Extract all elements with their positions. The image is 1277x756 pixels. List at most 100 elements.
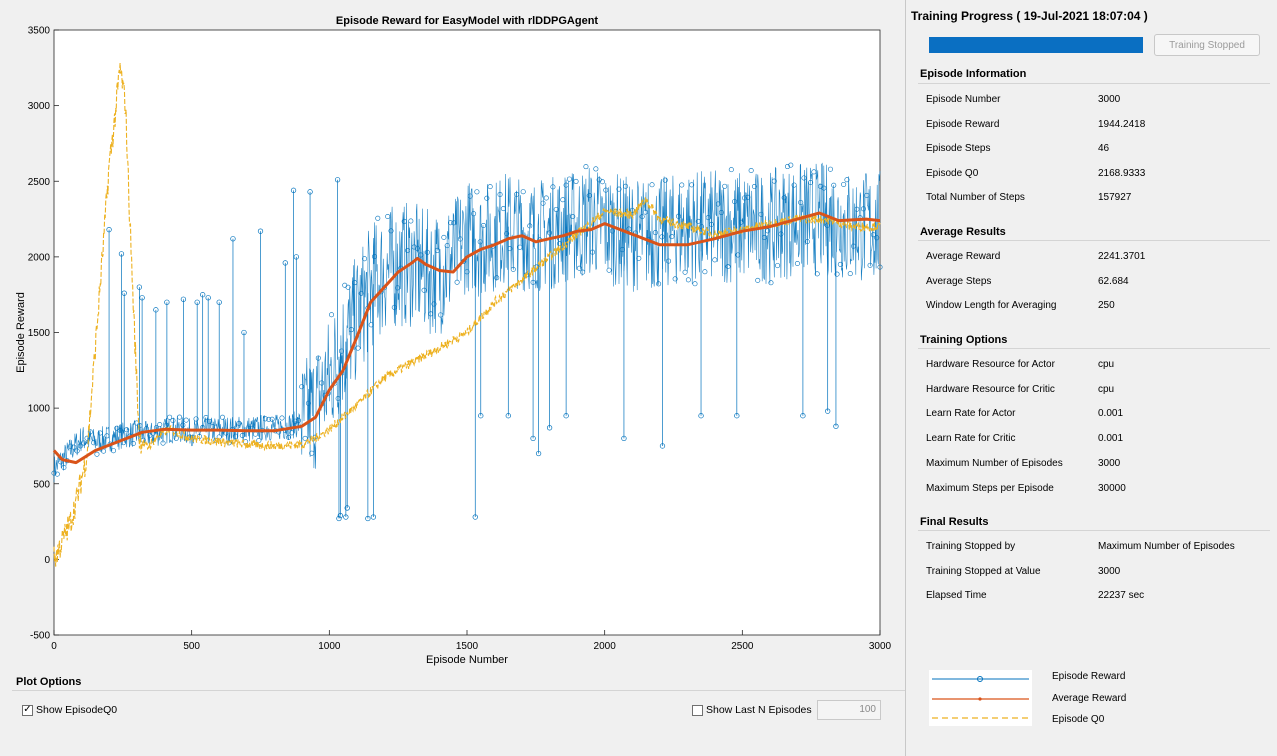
episode-reward-marker <box>307 189 313 195</box>
actor-hardware-label: Hardware Resource for Actor <box>926 359 1055 370</box>
episode-reward-marker <box>385 214 391 220</box>
episode-reward-marker <box>101 448 107 454</box>
episode-reward-marker <box>621 435 627 442</box>
episode-reward-marker <box>438 312 444 318</box>
episode-reward-marker <box>510 266 516 272</box>
episode-reward-marker <box>160 440 166 446</box>
x-tick-label: 3000 <box>869 641 892 652</box>
y-tick-label: 1000 <box>28 404 51 415</box>
episode-reward-marker <box>725 264 731 270</box>
episode-reward-marker <box>808 180 814 186</box>
episode-reward-marker <box>745 194 751 200</box>
last-n-episodes-input[interactable]: 100 <box>817 700 881 720</box>
episode-reward-marker <box>336 515 342 522</box>
episode-reward-marker <box>454 279 460 285</box>
episode-reward-marker <box>870 232 876 238</box>
training-progress-panel: Training Progress ( 19-Jul-2021 18:07:04… <box>905 0 1277 756</box>
average-reward-value: 2241.3701 <box>1098 251 1146 262</box>
episode-reward-marker <box>104 433 110 439</box>
episode-reward-marker <box>540 200 546 206</box>
show-episodeq0-label: Show EpisodeQ0 <box>36 704 118 716</box>
episode-reward-marker <box>395 285 401 291</box>
episode-reward-marker <box>514 191 520 197</box>
y-axis-label: Episode Reward <box>15 292 27 373</box>
max-episodes-value: 3000 <box>1098 458 1121 469</box>
episode-reward-marker <box>408 218 414 224</box>
episode-reward-marker-icon <box>977 676 983 682</box>
episode-reward-marker <box>507 246 513 252</box>
episode-q0-label: Episode Q0 <box>926 168 979 179</box>
episode-reward-marker <box>401 218 407 224</box>
divider <box>918 348 1270 349</box>
episode-reward-marker <box>504 231 510 237</box>
episode-reward-marker <box>854 206 860 212</box>
episode-reward-marker <box>712 257 718 263</box>
episode-reward-marker <box>194 299 200 305</box>
episode-reward-marker <box>692 281 698 287</box>
episode-reward-marker <box>136 284 143 290</box>
episode-reward-marker <box>315 355 321 361</box>
episode-reward-marker <box>130 441 136 447</box>
show-last-n-checkbox[interactable]: Show Last N Episodes <box>692 704 812 716</box>
show-last-n-label: Show Last N Episodes <box>706 704 812 716</box>
episode-reward-marker <box>233 433 239 439</box>
average-reward-marker-icon <box>978 697 982 701</box>
episode-reward-marker <box>543 195 549 201</box>
episode-reward-marker <box>262 416 268 422</box>
episode-reward-marker <box>623 183 629 189</box>
episode-reward-marker <box>738 219 744 225</box>
episode-reward-marker <box>352 280 358 286</box>
episode-reward-marker <box>478 413 484 419</box>
episode-reward-marker <box>765 228 771 234</box>
episode-reward-marker <box>867 262 873 268</box>
divider <box>12 690 905 691</box>
episode-reward-marker <box>771 178 777 184</box>
episode-reward-marker <box>375 215 381 221</box>
episode-reward-marker <box>170 417 176 423</box>
episode-reward-marker <box>619 247 625 253</box>
episode-reward-marker <box>557 241 563 247</box>
x-tick-label: 2000 <box>594 641 617 652</box>
episode-reward-marker <box>864 192 870 198</box>
actor-learn-rate-value: 0.001 <box>1098 408 1124 419</box>
episode-reward-marker <box>616 186 622 192</box>
y-tick-label: 0 <box>44 555 50 566</box>
episode-reward-marker <box>362 256 368 262</box>
show-episodeq0-checkbox[interactable]: ✓ Show EpisodeQ0 <box>22 704 117 716</box>
max-steps-label: Maximum Steps per Episode <box>926 483 1054 494</box>
episode-reward-marker <box>447 220 453 226</box>
window-length-label: Window Length for Averaging <box>926 300 1057 311</box>
training-stopped-button[interactable]: Training Stopped <box>1154 34 1260 56</box>
average-results-title: Average Results <box>920 226 1006 238</box>
episode-reward-marker <box>652 230 658 236</box>
episode-reward-marker <box>825 408 831 414</box>
episode-reward-marker <box>205 295 211 301</box>
elapsed-time-value: 22237 sec <box>1098 590 1145 601</box>
x-tick-label: 2500 <box>731 641 754 652</box>
episode-reward-marker <box>722 183 728 189</box>
checkbox-empty-icon[interactable] <box>692 704 703 716</box>
y-tick-label: 2000 <box>28 252 51 263</box>
episode-reward-marker <box>751 184 757 190</box>
episode-reward-marker <box>527 223 533 229</box>
reward-chart[interactable]: Episode Reward for EasyModel with rlDDPG… <box>0 0 905 672</box>
episode-reward-marker <box>535 450 542 457</box>
episode-reward-marker <box>679 182 685 188</box>
episode-reward-marker <box>788 162 794 168</box>
episode-reward-marker <box>877 264 883 270</box>
episode-reward-marker <box>309 450 315 456</box>
episode-reward-marker <box>639 214 645 220</box>
episode-reward-marker <box>560 197 566 203</box>
average-steps-value: 62.684 <box>1098 276 1129 287</box>
episode-reward-marker <box>167 414 173 420</box>
checkbox-checked-icon[interactable]: ✓ <box>22 704 33 716</box>
episode-reward-marker <box>811 169 817 175</box>
episode-reward-marker <box>77 443 83 449</box>
y-tick-label: 3000 <box>28 101 51 112</box>
episode-reward-marker <box>236 420 242 426</box>
episode-reward-marker <box>784 164 790 170</box>
episode-reward-marker <box>216 299 222 305</box>
stopped-at-label: Training Stopped at Value <box>926 566 1041 577</box>
episode-reward-marker <box>368 322 374 328</box>
episode-reward-marker <box>662 177 668 183</box>
